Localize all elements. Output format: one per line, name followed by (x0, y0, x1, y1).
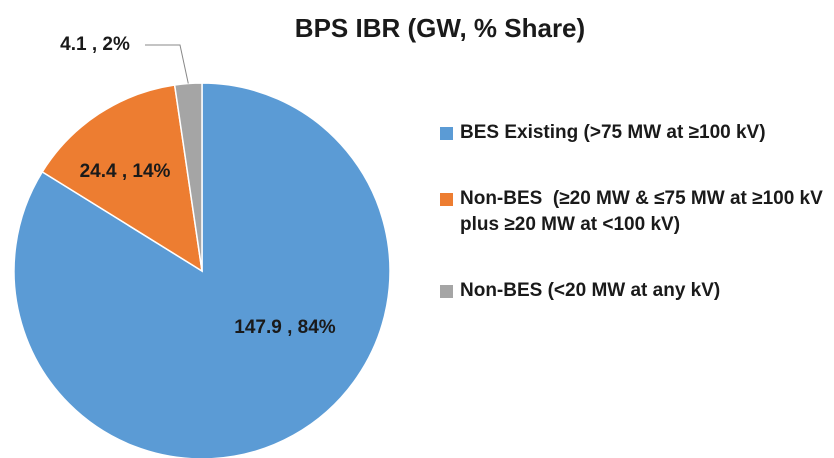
data-label: 147.9 , 84% (234, 317, 336, 338)
data-label: 24.4 , 14% (80, 161, 171, 182)
legend-item: Non-BES (<20 MW at any kV) (440, 278, 830, 304)
pie-slice (41, 84, 203, 273)
legend: BES Existing (>75 MW at ≥100 kV) Non-BES … (440, 120, 830, 344)
legend-item: BES Existing (>75 MW at ≥100 kV) (440, 120, 830, 146)
legend-swatch (440, 193, 453, 206)
legend-label: Non-BES (<20 MW at any kV) (460, 280, 721, 301)
chart-title: BPS IBR (GW, % Share) (295, 13, 585, 43)
legend-swatch (440, 127, 453, 140)
leader-line (145, 44, 189, 84)
legend-swatch (440, 285, 453, 298)
legend-item: Non-BES (≥20 MW & ≤75 MW at ≥100 kV plus… (440, 186, 830, 238)
legend-label: Non-BES (≥20 MW & ≤75 MW at ≥100 kV plus… (460, 188, 829, 235)
legend-label: BES Existing (>75 MW at ≥100 kV) (460, 122, 766, 143)
data-label: 4.1 , 2% (60, 34, 130, 55)
